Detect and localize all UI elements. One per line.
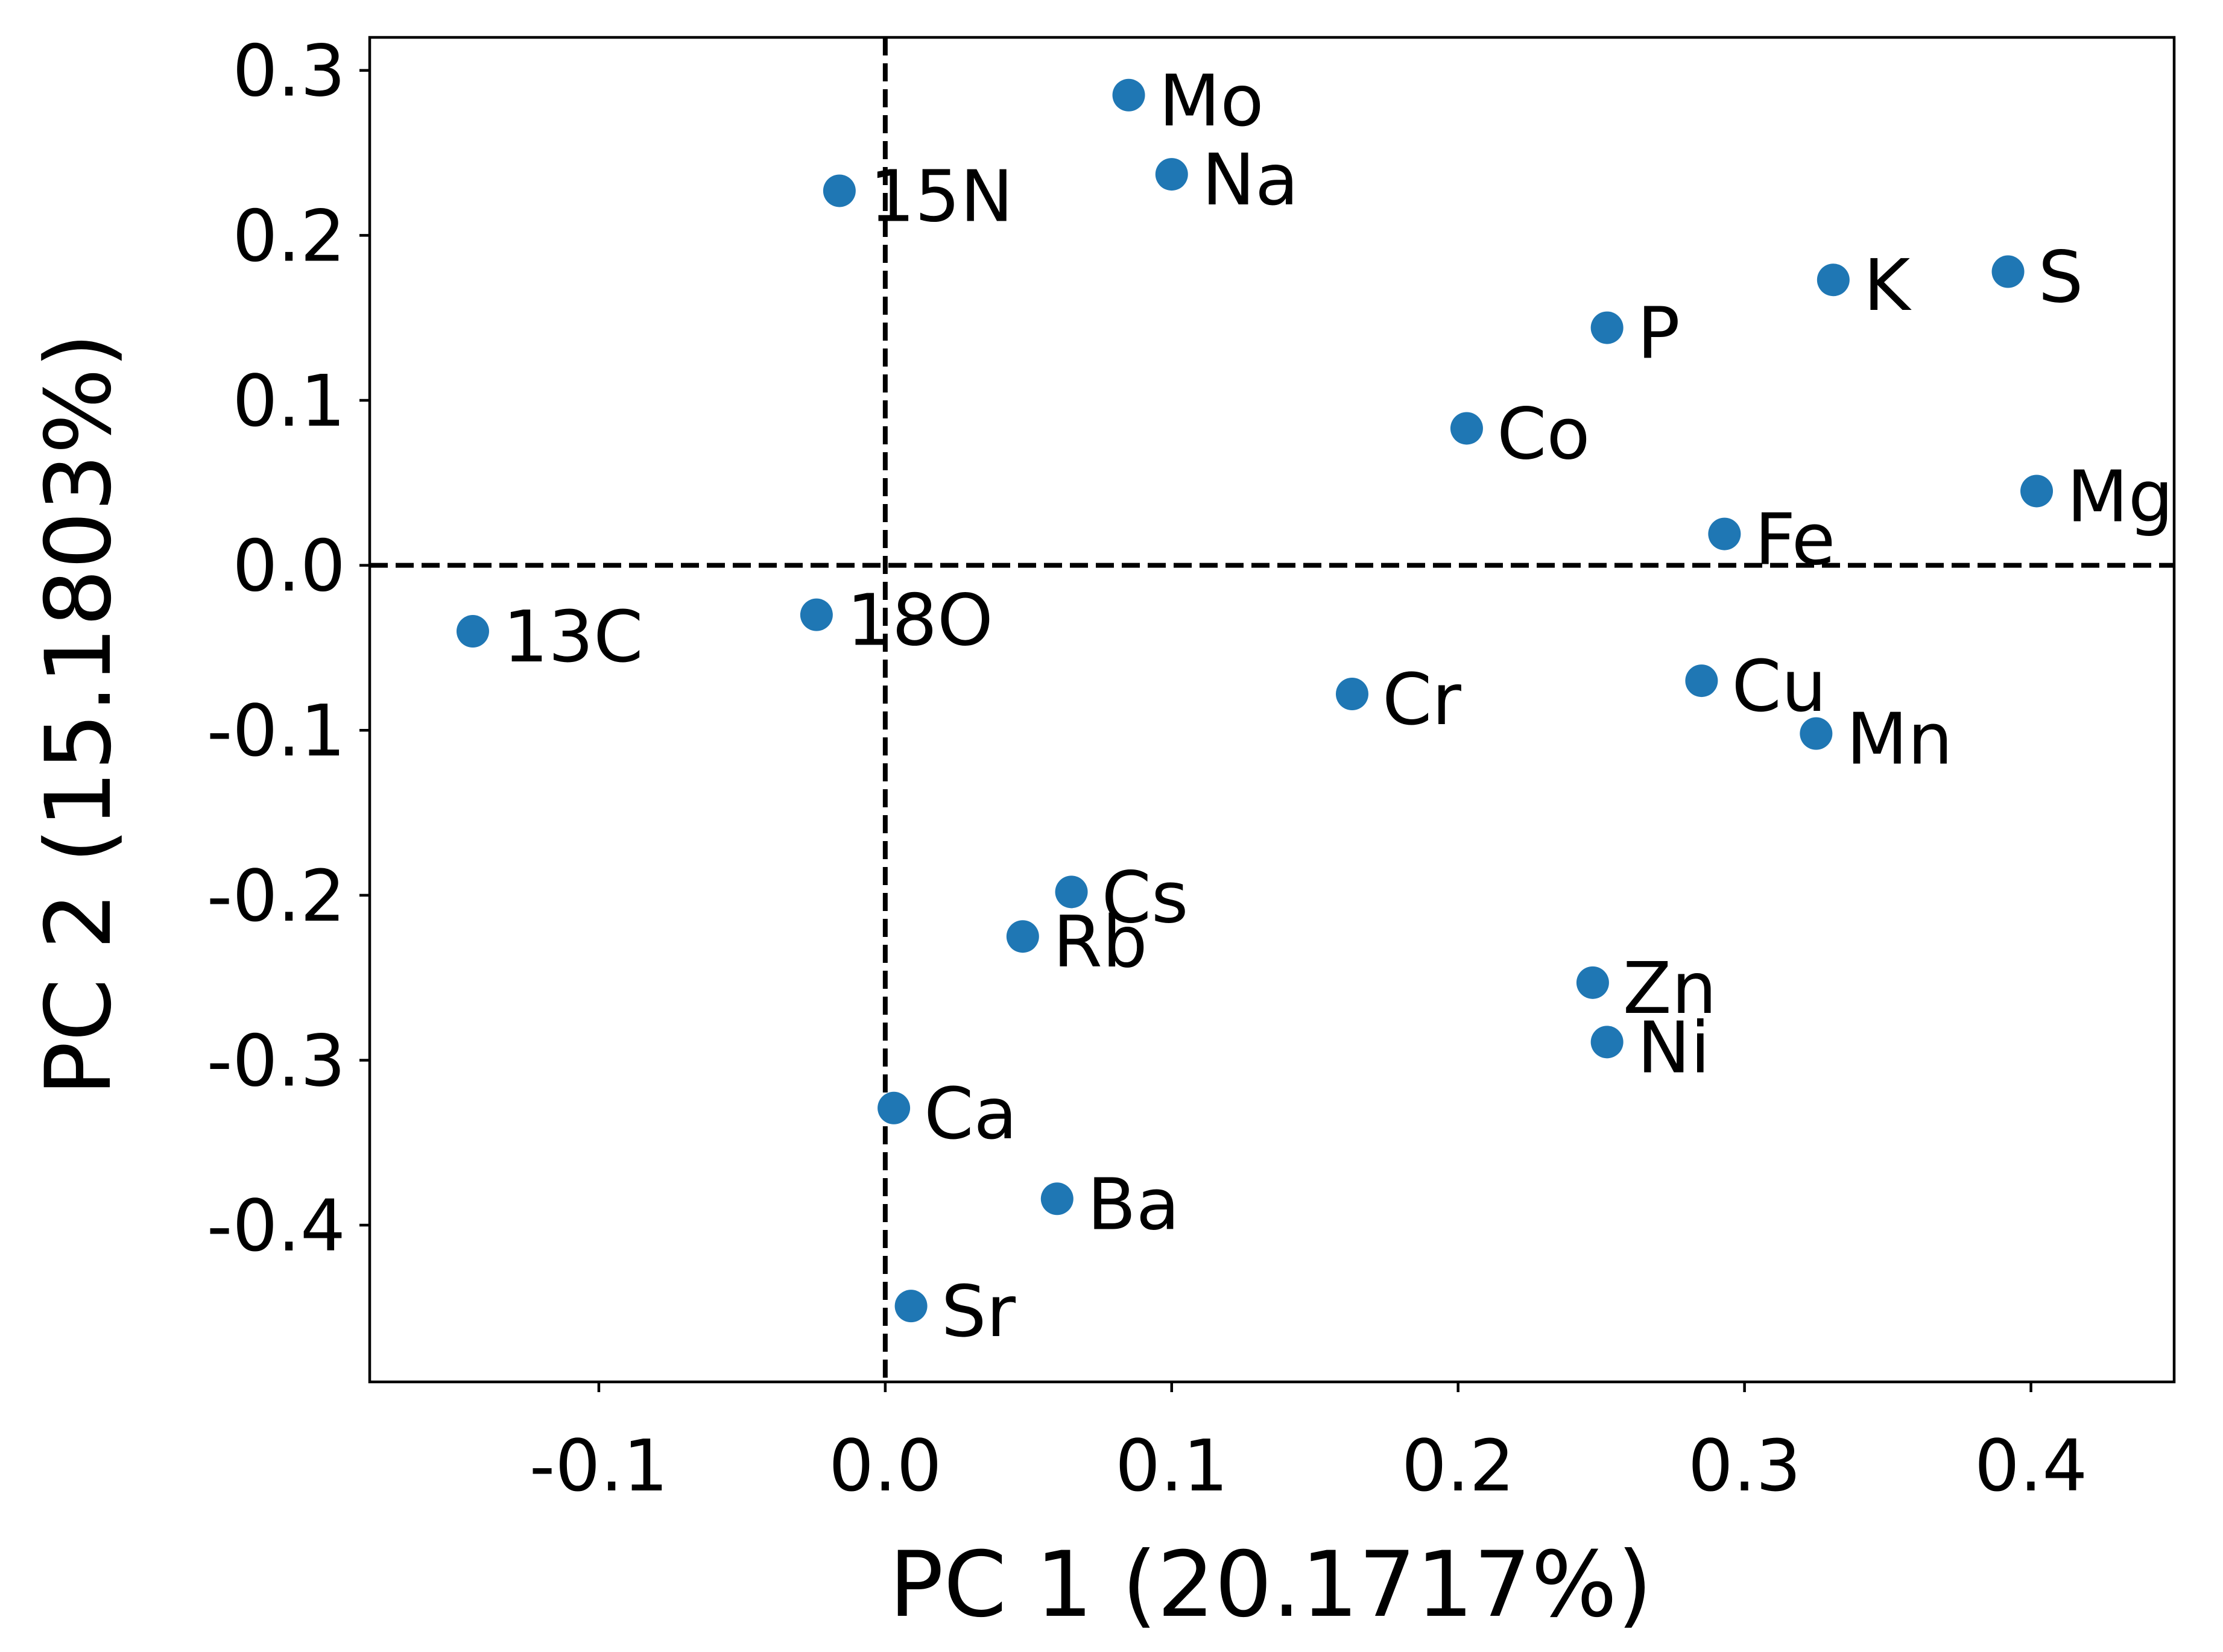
- data-point-label: 18O: [847, 579, 993, 662]
- data-point: [800, 598, 833, 631]
- reference-lines: [370, 37, 2174, 1382]
- data-point: [456, 615, 489, 648]
- x-tick-label: 0.4: [1975, 1424, 2088, 1507]
- data-point: [1576, 966, 1609, 999]
- x-tick-label: 0.2: [1402, 1424, 1515, 1507]
- x-axis-label: PC 1 (20.1717%): [889, 1533, 1652, 1638]
- x-tick-label: -0.1: [530, 1424, 668, 1507]
- data-point-label: Cs: [1102, 856, 1189, 939]
- data-points: [456, 78, 2054, 1323]
- data-point-label: Sr: [941, 1270, 1016, 1353]
- y-tick-label: -0.3: [207, 1019, 346, 1102]
- data-point: [878, 1091, 911, 1124]
- data-point-label: S: [2038, 236, 2084, 319]
- data-point-label: Na: [1202, 138, 1299, 221]
- data-point: [1991, 255, 2025, 288]
- data-point-label: Ba: [1087, 1162, 1180, 1246]
- data-point-label: P: [1637, 292, 1680, 375]
- y-tick-label: -0.4: [207, 1184, 346, 1267]
- y-tick-label: -0.2: [207, 854, 346, 938]
- y-axis-ticks: -0.4 -0.3 -0.2 -0.1 0.0 0.1 0.2 0.3: [207, 30, 370, 1267]
- data-point-label: Zn: [1623, 947, 1717, 1030]
- data-point-label: 13C: [503, 595, 644, 678]
- data-point: [1335, 678, 1368, 711]
- data-point-label: Mn: [1846, 698, 1953, 781]
- data-point: [2020, 474, 2054, 508]
- y-tick-label: 0.0: [232, 525, 346, 608]
- data-point-label: 15N: [870, 154, 1013, 238]
- data-point: [1055, 875, 1088, 909]
- y-axis-label: PC 2 (15.1803%): [27, 333, 131, 1096]
- data-point: [894, 1290, 928, 1323]
- data-point-label: Rb: [1053, 900, 1148, 983]
- data-point-label: Ca: [924, 1072, 1017, 1155]
- data-point: [1685, 664, 1718, 698]
- data-point: [1450, 412, 1483, 445]
- data-point: [1708, 517, 1741, 550]
- data-point: [1155, 158, 1188, 191]
- y-tick-label: 0.1: [232, 359, 346, 443]
- data-point: [1040, 1182, 1074, 1215]
- x-tick-label: 0.1: [1115, 1424, 1228, 1507]
- data-point-label: Mg: [2067, 455, 2174, 538]
- plot-area-frame: [368, 36, 2176, 1384]
- y-tick-label: 0.3: [232, 30, 346, 113]
- data-point-label: K: [1864, 244, 1912, 327]
- data-point: [1800, 717, 1833, 750]
- data-point: [1590, 311, 1624, 344]
- data-point-label: Fe: [1754, 498, 1835, 581]
- data-point-label: Cu: [1731, 645, 1826, 728]
- data-point: [1817, 263, 1850, 297]
- data-point: [823, 174, 856, 207]
- data-point-label: Co: [1497, 392, 1590, 475]
- y-tick-label: 0.2: [232, 194, 346, 277]
- x-tick-label: 0.0: [829, 1424, 942, 1507]
- y-tick-label: -0.1: [207, 689, 346, 772]
- data-point-label: Cr: [1382, 658, 1461, 741]
- x-axis-ticks: -0.1 0.0 0.1 0.2 0.3 0.4: [530, 1382, 2088, 1507]
- data-point-label: Mo: [1159, 59, 1264, 142]
- data-point: [1590, 1026, 1624, 1059]
- data-point-label: Ni: [1637, 1006, 1710, 1089]
- data-point: [1006, 920, 1039, 953]
- data-point: [1112, 78, 1145, 112]
- x-tick-label: 0.3: [1688, 1424, 1801, 1507]
